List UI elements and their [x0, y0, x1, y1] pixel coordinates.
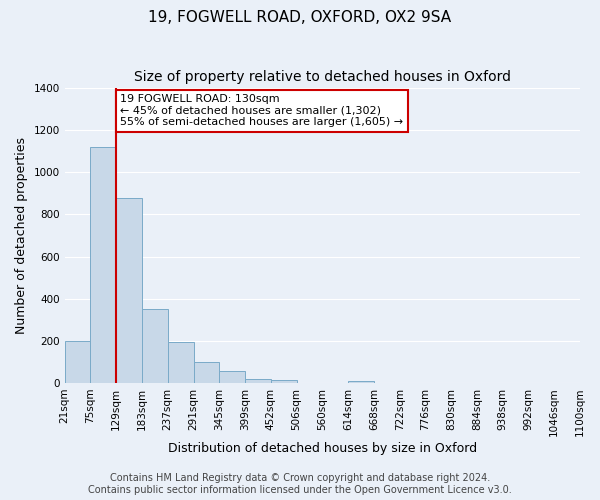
Bar [116, 198, 142, 383]
Bar [245, 378, 271, 383]
Bar [168, 342, 193, 383]
Bar [271, 380, 296, 383]
Bar [65, 341, 91, 383]
Bar [348, 381, 374, 383]
Bar [91, 147, 116, 383]
Text: Contains HM Land Registry data © Crown copyright and database right 2024.
Contai: Contains HM Land Registry data © Crown c… [88, 474, 512, 495]
Text: 19, FOGWELL ROAD, OXFORD, OX2 9SA: 19, FOGWELL ROAD, OXFORD, OX2 9SA [148, 10, 452, 25]
Bar [193, 362, 219, 383]
Y-axis label: Number of detached properties: Number of detached properties [15, 137, 28, 334]
X-axis label: Distribution of detached houses by size in Oxford: Distribution of detached houses by size … [168, 442, 477, 455]
Text: 19 FOGWELL ROAD: 130sqm
← 45% of detached houses are smaller (1,302)
55% of semi: 19 FOGWELL ROAD: 130sqm ← 45% of detache… [120, 94, 403, 128]
Bar [142, 309, 168, 383]
Title: Size of property relative to detached houses in Oxford: Size of property relative to detached ho… [134, 70, 511, 84]
Bar [219, 372, 245, 383]
